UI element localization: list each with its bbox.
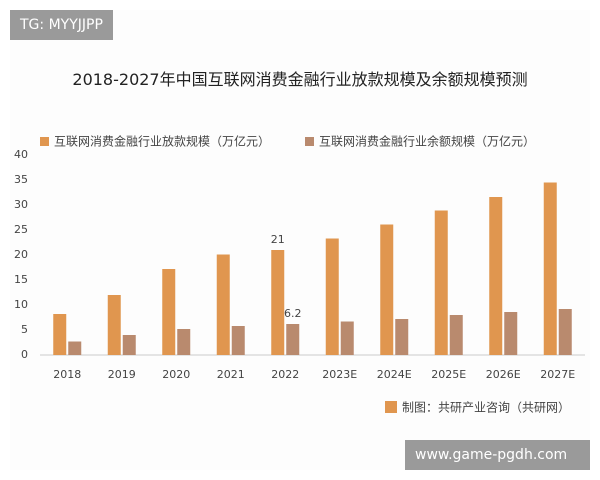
bar <box>340 321 354 355</box>
bar <box>122 335 136 355</box>
legend-swatch <box>40 137 49 146</box>
y-tick-label: 20 <box>14 248 28 261</box>
data-label: 21 <box>271 233 285 246</box>
bar <box>177 329 191 355</box>
source-icon <box>385 401 397 413</box>
bar <box>434 210 448 355</box>
bar <box>543 182 557 355</box>
badge: TG: MYYJJPP <box>10 10 113 40</box>
x-tick-label: 2019 <box>108 368 136 381</box>
y-tick-label: 5 <box>21 323 28 336</box>
x-tick-label: 2022 <box>271 368 299 381</box>
legend-swatch <box>305 137 314 146</box>
bar <box>504 312 518 355</box>
data-label: 6.2 <box>284 307 302 320</box>
y-tick-label: 30 <box>14 198 28 211</box>
bar <box>271 250 285 355</box>
badge: www.game-pgdh.com <box>405 440 590 470</box>
y-tick-label: 40 <box>14 148 28 161</box>
bar <box>162 269 176 355</box>
y-tick-label: 10 <box>14 298 28 311</box>
bar <box>216 254 230 355</box>
x-tick-label: 2025E <box>431 368 466 381</box>
bar <box>449 315 463 355</box>
y-tick-label: 0 <box>21 348 28 361</box>
x-tick-label: 2023E <box>322 368 357 381</box>
x-tick-label: 2018 <box>53 368 81 381</box>
bar <box>558 309 572 355</box>
bar <box>231 326 245 355</box>
x-tick-label: 2027E <box>540 368 575 381</box>
bar <box>107 295 121 355</box>
bar <box>53 314 67 355</box>
bar <box>286 324 300 355</box>
x-tick-label: 2020 <box>162 368 190 381</box>
bar <box>68 341 82 355</box>
bar <box>380 224 394 355</box>
bar <box>489 197 503 355</box>
y-tick-label: 15 <box>14 273 28 286</box>
y-tick-label: 25 <box>14 223 28 236</box>
x-tick-label: 2026E <box>486 368 521 381</box>
legend-label: 互联网消费金融行业余额规模（万亿元） <box>319 134 535 149</box>
x-tick-label: 2021 <box>217 368 245 381</box>
bar <box>395 319 409 355</box>
chart-title: 2018-2027年中国互联网消费金融行业放款规模及余额规模预测 <box>72 70 528 89</box>
y-tick-label: 35 <box>14 173 28 186</box>
x-tick-label: 2024E <box>377 368 412 381</box>
source: 制图：共研产业咨询（共研网） <box>402 400 570 415</box>
bar <box>325 238 339 355</box>
legend-label: 互联网消费金融行业放款规模（万亿元） <box>54 134 270 149</box>
